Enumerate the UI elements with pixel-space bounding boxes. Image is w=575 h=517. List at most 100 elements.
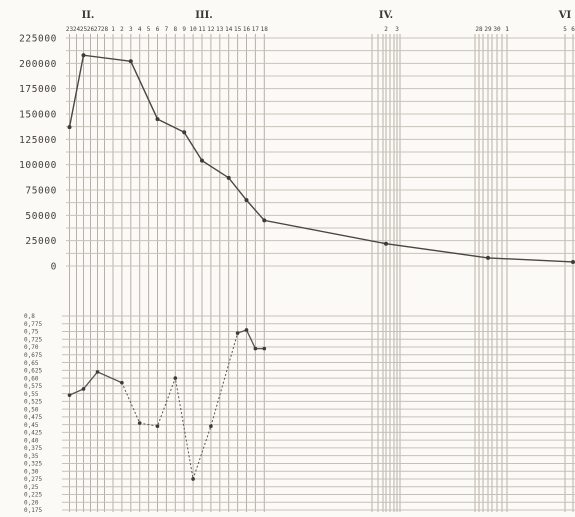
x-tick-label: 8 [173,26,177,33]
data-point [486,255,490,260]
y-tick-label: 200000 [19,59,57,70]
month-label: II. [82,10,95,21]
data-point [173,376,178,380]
y-tick-label: 0,775 [24,321,42,328]
data-point [67,393,72,397]
x-tick-label: 5 [563,26,567,33]
x-tick-label: 30 [493,26,501,33]
population-line [68,54,574,263]
y-tick-label: 0,20 [24,499,39,506]
data-point [200,158,204,163]
x-tick-label: 1 [505,26,509,33]
data-point [67,125,72,130]
y-tick-label: 0,325 [24,461,42,468]
data-point [182,130,187,135]
x-tick-label: 13 [216,26,224,33]
data-point [262,218,267,223]
x-tick-label: 15 [234,26,242,33]
y-tick-label: 0,225 [24,492,42,499]
y-tick-label: 0,8 [24,313,35,320]
x-tick-label: 12 [207,26,215,33]
month-label: VI [558,10,572,21]
y-tick-label: 0,725 [24,336,42,343]
data-point [226,175,231,180]
x-tick-label: 29 [484,26,492,33]
y-tick-label: 225000 [19,34,57,45]
y-tick-label: 0,475 [24,414,42,421]
x-tick-label: 23 [66,26,74,33]
x-tick-label: 14 [225,26,233,33]
x-tick-label: 3 [129,26,133,33]
y-tick-label: 0,675 [24,352,42,359]
y-tick-label: 0,55 [24,391,39,398]
y-tick-label: 0,375 [24,445,42,452]
y-tick-label: 0,25 [24,484,39,491]
y-tick-label: 75000 [25,186,57,197]
x-tick-label: 17 [252,26,260,33]
x-tick-label: 26 [87,26,95,33]
data-point [244,328,249,332]
x-tick-label: 16 [243,26,251,33]
x-tick-label: 28 [101,26,109,33]
y-tick-label: 0,175 [24,507,42,514]
y-tick-label: 0,275 [24,476,42,483]
data-point [384,241,388,246]
y-tick-label: 25000 [25,236,57,247]
y-tick-label: 0,575 [24,383,42,390]
y-tick-label: 0,625 [24,368,42,375]
y-tick-label: 0,40 [24,437,39,444]
y-tick-label: 0,70 [24,344,39,351]
y-tick-label: 0,30 [24,468,39,475]
x-tick-label: 28 [475,26,483,33]
data-point [120,380,124,385]
y-tick-label: 0,525 [24,399,42,406]
data-point [235,331,240,335]
axis-labels: 0 25000 50000 75000 100000 125000 150000 175000… [19,10,575,514]
y-tick-label: 0,35 [24,453,39,460]
x-tick-label: 4 [138,26,142,33]
x-tick-label: 2 [384,26,388,33]
month-label: III. [195,10,213,21]
ratio-line-segment [69,371,123,396]
x-tick-label: 25 [80,26,88,33]
x-tick-label: 10 [189,26,197,33]
y-tick-label: 0,65 [24,360,39,367]
x-tick-label: 1 [505,26,509,33]
x-tick-label: 27 [94,26,102,33]
y-tick-label: 125000 [19,135,57,146]
population-series [67,53,575,264]
ratio-line-segment [237,329,265,350]
x-tick-label: 24 [73,26,81,33]
data-point [244,198,249,203]
data-point [209,424,213,428]
y-tick-label: 0,425 [24,430,42,437]
y-tick-label: 0 [51,262,57,273]
x-tick-label: 1 [111,26,115,33]
y-tick-label: 175000 [19,84,57,95]
y-tick-label: 100000 [19,160,57,171]
y-tick-label: 0,45 [24,422,39,429]
data-point [81,53,86,58]
data-point [262,346,267,351]
y-tick-label: 150000 [19,110,57,121]
x-tick-label: 7 [165,26,169,33]
grid [62,34,575,512]
data-point [128,59,133,64]
x-tick-label: 3 [395,26,399,33]
x-tick-label: 11 [198,26,206,33]
data-point [81,387,86,391]
x-tick-label: 18 [261,26,269,33]
y-tick-label: 50000 [25,211,57,222]
x-tick-label: 6 [571,26,575,33]
data-point [137,421,142,425]
month-label: IV. [379,10,393,21]
x-tick-label: 5 [147,26,151,33]
data-point [155,424,160,428]
ratio-series [67,328,267,481]
y-tick-label: 0,60 [24,375,39,382]
data-point [155,117,160,122]
data-point [95,370,100,374]
x-tick-label: 9 [182,26,186,33]
data-point [253,346,258,351]
